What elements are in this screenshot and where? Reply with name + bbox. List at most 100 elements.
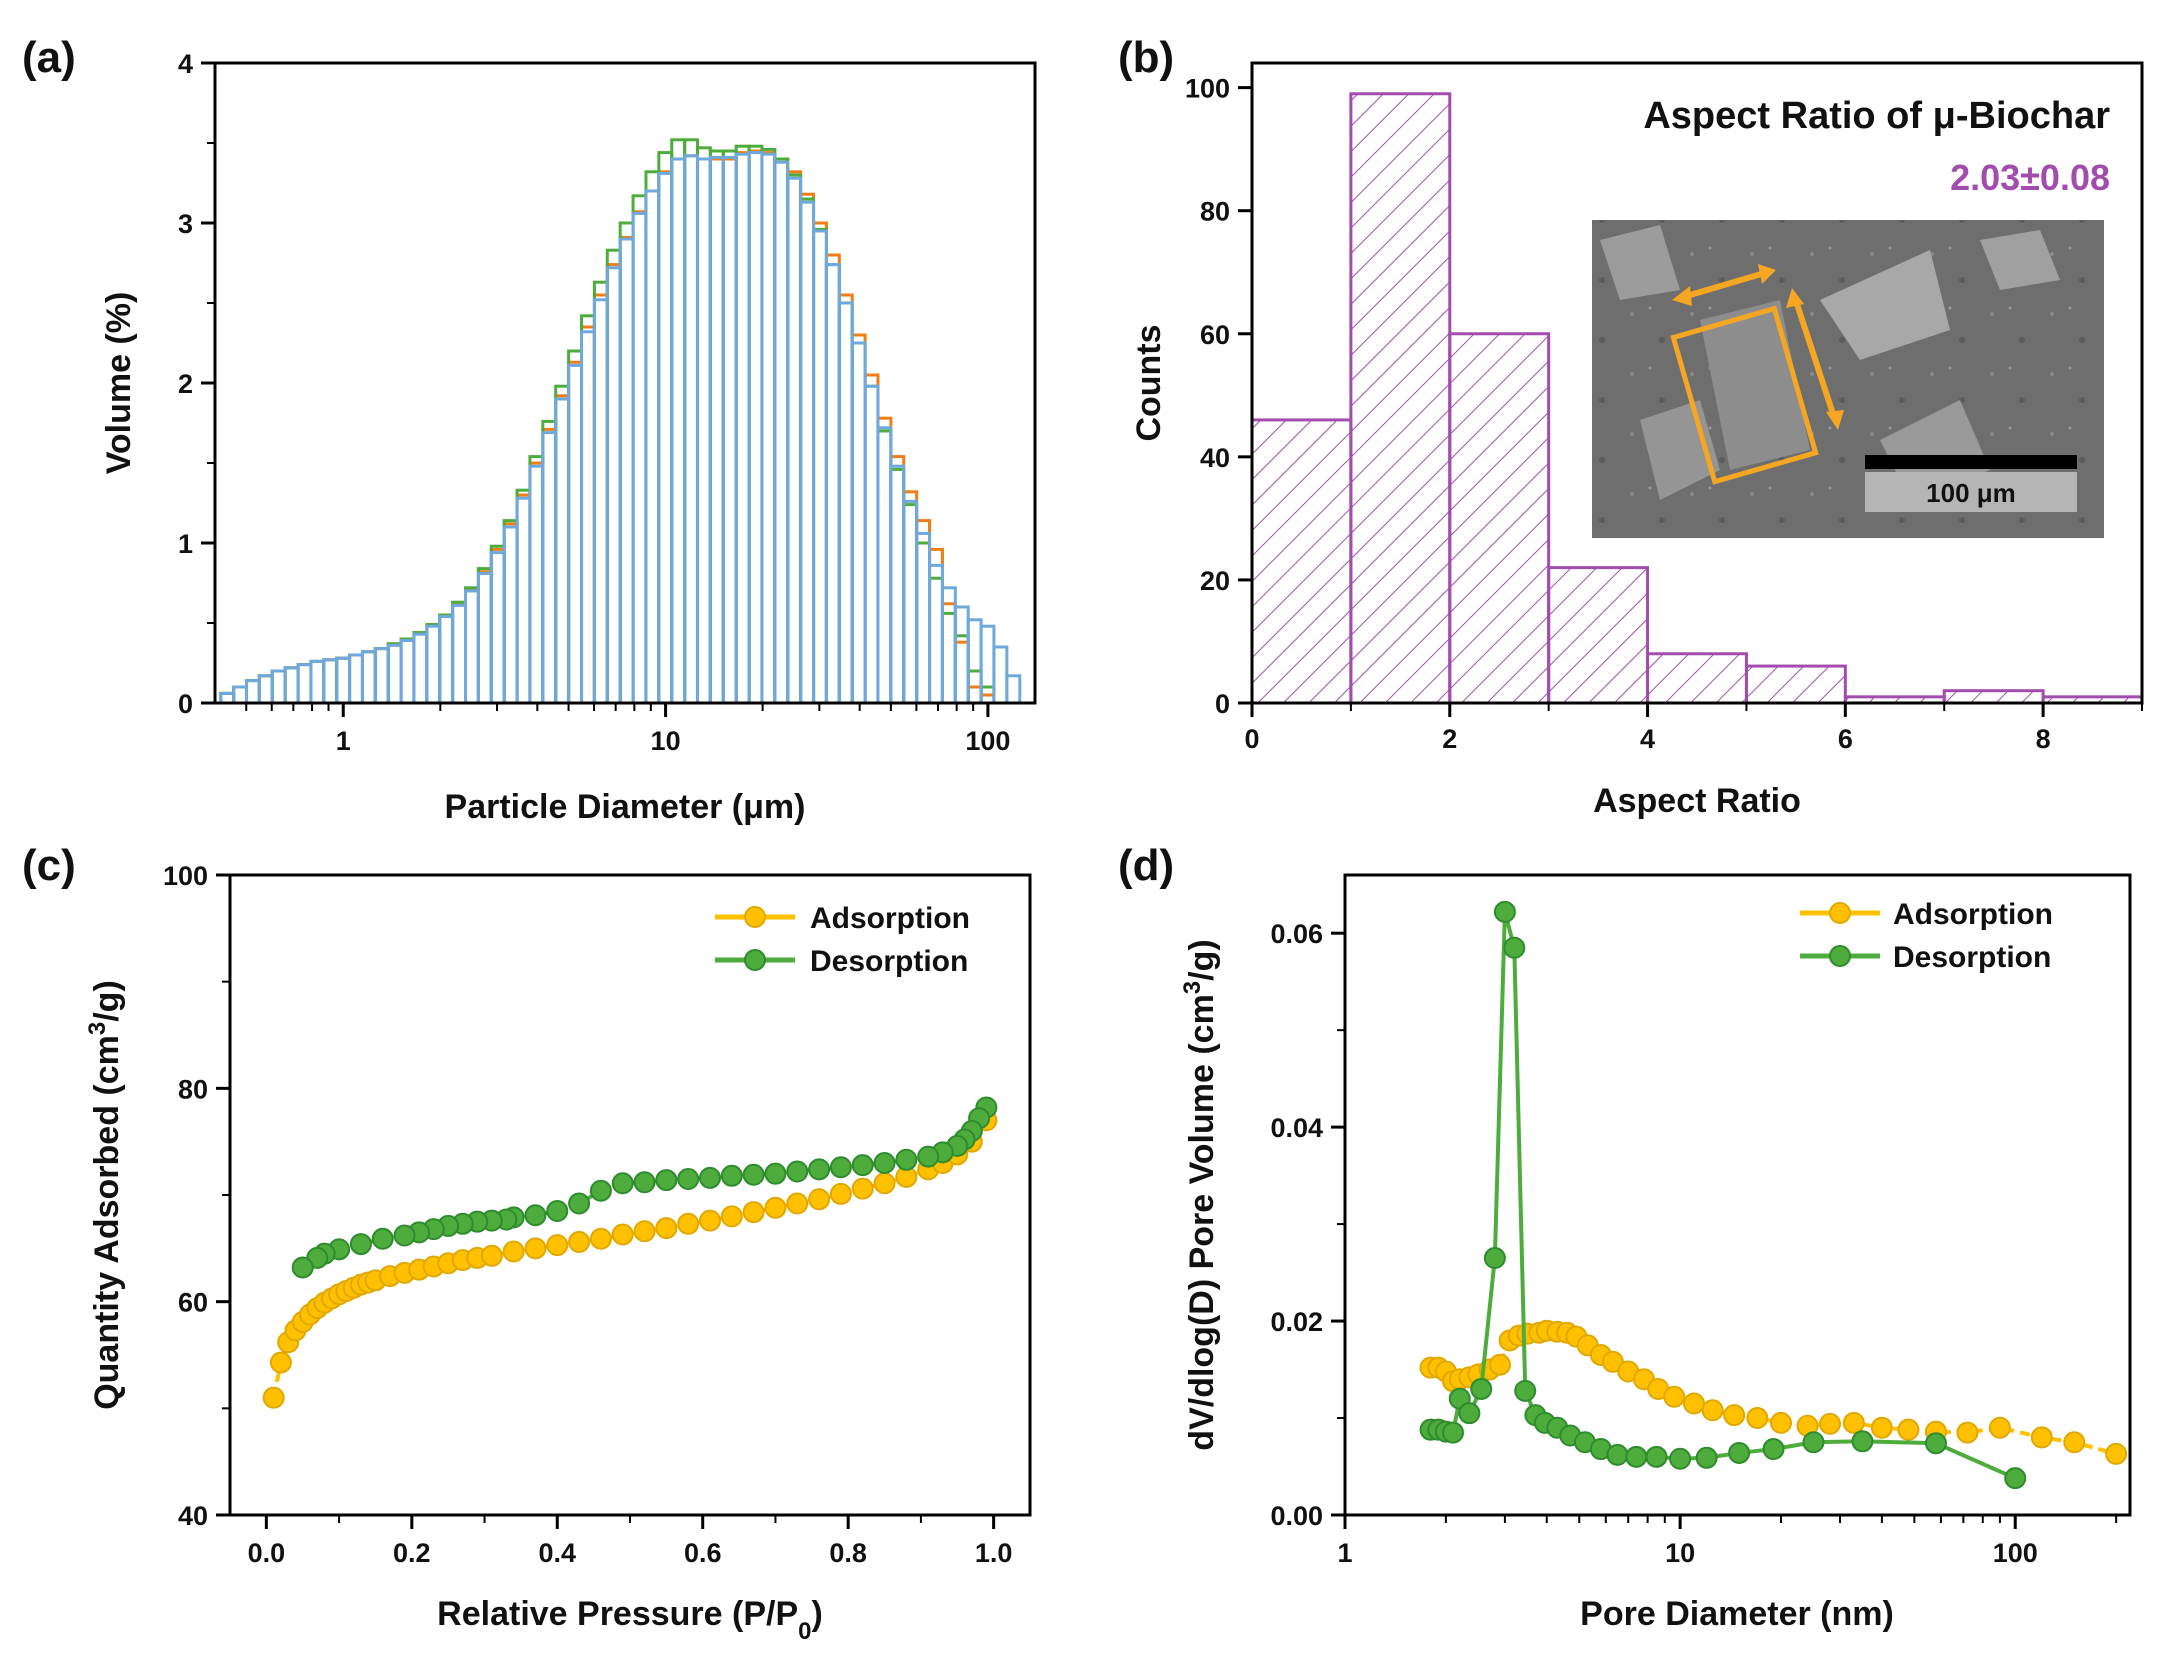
panel-a-bar bbox=[567, 363, 584, 705]
panel-a-bar bbox=[322, 658, 339, 705]
sem-particle bbox=[1820, 250, 1950, 360]
panel-a-histogram: 1 10 100 0 1 2 3 4 Particle Diameter (μm) Volum… bbox=[100, 49, 1037, 826]
panel-c-point-adsorption bbox=[480, 1244, 503, 1267]
panel-a-bar bbox=[322, 658, 339, 705]
panel-a-bar bbox=[425, 623, 442, 705]
panel-d-point-desorption bbox=[1924, 1432, 1947, 1455]
panel-c-point-adsorption bbox=[524, 1237, 547, 1260]
scale-bar bbox=[1865, 455, 2077, 469]
panel-b-x-tick-label: 0 bbox=[1244, 724, 1259, 754]
panel-d-point-desorption bbox=[1645, 1445, 1668, 1468]
panel-b-bars bbox=[1250, 92, 2144, 705]
panel-a-y-tick-label: 0 bbox=[178, 689, 193, 719]
panel-c-point-adsorption bbox=[764, 1196, 787, 1219]
panel-c-point-desorption bbox=[611, 1172, 634, 1195]
panel-d-point-desorption bbox=[1514, 1379, 1537, 1402]
panel-a-bar bbox=[992, 645, 1009, 705]
panel-a-bar bbox=[683, 138, 699, 705]
panel-a-bar bbox=[270, 669, 287, 705]
panel-a-bar bbox=[360, 650, 377, 705]
panel-d-point-desorption bbox=[1728, 1441, 1751, 1464]
panel-b-bar bbox=[1547, 566, 1650, 705]
panel-a-bar bbox=[605, 263, 622, 705]
panel-c-point-adsorption bbox=[262, 1386, 285, 1409]
panel-a-bar bbox=[734, 152, 751, 705]
panel-c-letter: (c) bbox=[22, 841, 76, 890]
panel-a-bar bbox=[657, 171, 674, 705]
panel-a-bar bbox=[232, 685, 249, 705]
panel-a-bar bbox=[412, 631, 429, 705]
panel-a-bar bbox=[348, 653, 364, 705]
panel-b-bar bbox=[1744, 664, 1847, 705]
panel-a-bar bbox=[580, 314, 596, 705]
panel-a-x-tick-label: 10 bbox=[651, 726, 681, 756]
panel-a-bar bbox=[850, 341, 867, 705]
panel-a-bar bbox=[824, 253, 841, 705]
panel-b-x-tick-label: 6 bbox=[1838, 724, 1853, 754]
panel-a-bar bbox=[953, 640, 970, 705]
panel-c-series bbox=[262, 1096, 998, 1409]
panel-a-bar bbox=[837, 293, 854, 705]
panel-a-bar bbox=[489, 544, 506, 705]
panel-a-bar bbox=[902, 490, 919, 705]
panel-a-bar bbox=[451, 603, 468, 705]
panel-d-point-adsorption bbox=[1897, 1418, 1920, 1441]
panel-c-point-desorption bbox=[851, 1154, 874, 1177]
panel-a-bar bbox=[786, 173, 803, 705]
panel-c-point-desorption bbox=[589, 1179, 612, 1202]
panel-a-bar bbox=[876, 426, 893, 705]
panel-b-y-tick-label: 0 bbox=[1215, 689, 1230, 719]
panel-c-point-desorption bbox=[829, 1156, 852, 1179]
panel-a-bar bbox=[708, 155, 725, 705]
legend-adsorption-marker bbox=[1829, 902, 1851, 924]
panel-a-bar bbox=[876, 429, 893, 705]
panel-a-bar bbox=[747, 144, 764, 705]
panel-d-point-desorption bbox=[1458, 1402, 1481, 1425]
panel-a-frame bbox=[213, 61, 1037, 705]
panel-a-bar bbox=[283, 666, 300, 705]
panel-d-point-adsorption bbox=[1746, 1407, 1769, 1430]
panel-a-bar bbox=[502, 525, 519, 705]
panel-a-x-tick-label: 100 bbox=[965, 726, 1010, 756]
panel-a-bar bbox=[1005, 674, 1022, 705]
panel-a-bar bbox=[708, 149, 725, 705]
panel-a-bar bbox=[309, 659, 326, 705]
panel-c-x-tick-label: 0.4 bbox=[538, 1538, 576, 1568]
panel-a-bar bbox=[928, 576, 944, 705]
panel-d-point-desorption bbox=[1470, 1377, 1493, 1400]
panel-c-point-adsorption bbox=[786, 1192, 809, 1215]
legend-desorption-label: Desorption bbox=[1893, 941, 2051, 974]
panel-a-bar bbox=[812, 229, 828, 705]
panel-d-point-desorption bbox=[1762, 1438, 1785, 1461]
panel-a-bar bbox=[296, 663, 313, 705]
panel-a-bar bbox=[799, 200, 816, 705]
panel-a-bar bbox=[476, 571, 493, 705]
panel-c-point-desorption bbox=[393, 1224, 416, 1247]
panel-c-point-desorption bbox=[699, 1166, 721, 1189]
panel-a-y-tick-label: 4 bbox=[178, 49, 193, 79]
panel-b-y-tick-label: 100 bbox=[1185, 74, 1230, 104]
panel-b-y-tick-label: 80 bbox=[1200, 197, 1230, 227]
panel-d-x-tick-label: 100 bbox=[1993, 1538, 2038, 1568]
panel-a-bar bbox=[541, 419, 558, 705]
panel-a-bar bbox=[773, 160, 790, 705]
panel-a-bar bbox=[631, 211, 648, 705]
panel-d-frame bbox=[1343, 873, 2132, 1517]
panel-a-bar bbox=[399, 639, 416, 705]
panel-a-bar bbox=[502, 522, 519, 705]
panel-c-y-tick-label: 40 bbox=[178, 1501, 208, 1531]
panel-a-bar bbox=[399, 637, 416, 705]
panel-c-point-desorption bbox=[742, 1163, 765, 1186]
panel-c-point-adsorption bbox=[873, 1172, 896, 1195]
panel-a-bar bbox=[837, 301, 854, 705]
panel-a-bar bbox=[940, 611, 957, 705]
panel-a-bar bbox=[296, 663, 313, 705]
panel-a-bar bbox=[580, 330, 596, 705]
legend-desorption-marker bbox=[744, 949, 766, 971]
panel-a-bar bbox=[489, 551, 506, 705]
panel-c-x-tick-label: 0.0 bbox=[248, 1538, 286, 1568]
scale-bar-label: 100 μm bbox=[1926, 478, 2016, 508]
panel-b-x-tick-label: 2 bbox=[1442, 724, 1457, 754]
